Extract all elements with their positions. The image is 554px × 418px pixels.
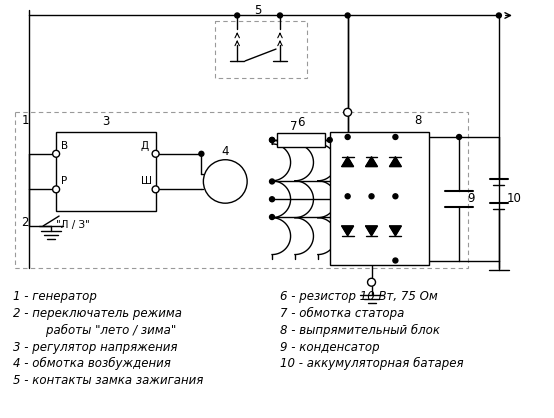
Circle shape — [53, 150, 60, 157]
Circle shape — [152, 186, 159, 193]
Bar — [56, 132, 156, 211]
Text: 8 - выпрямительный блок: 8 - выпрямительный блок — [280, 324, 440, 337]
Text: 1: 1 — [21, 114, 29, 127]
Circle shape — [53, 186, 60, 193]
Circle shape — [278, 13, 283, 18]
Text: 10: 10 — [507, 192, 522, 205]
Text: "Л / З": "Л / З" — [56, 220, 90, 230]
Circle shape — [270, 214, 275, 219]
Text: 2 - переключатель режима: 2 - переключатель режима — [13, 307, 182, 320]
Circle shape — [496, 13, 501, 18]
Circle shape — [345, 135, 350, 140]
Circle shape — [393, 194, 398, 199]
Bar — [277, 133, 325, 147]
Circle shape — [270, 138, 275, 143]
Text: 7 - обмотка статора: 7 - обмотка статора — [280, 307, 404, 320]
Polygon shape — [342, 157, 353, 167]
Circle shape — [152, 150, 159, 157]
Text: Р: Р — [61, 176, 68, 186]
Polygon shape — [366, 157, 377, 167]
Text: 9: 9 — [467, 192, 475, 205]
Bar — [16, 112, 468, 268]
Text: В: В — [61, 141, 68, 151]
Text: 2: 2 — [21, 216, 29, 229]
Text: 4: 4 — [222, 145, 229, 158]
Text: 5 - контакты замка зажигания: 5 - контакты замка зажигания — [13, 374, 204, 387]
Circle shape — [343, 108, 352, 116]
Text: 4 - обмотка возбуждения: 4 - обмотка возбуждения — [13, 357, 171, 370]
Text: Ш: Ш — [141, 176, 152, 186]
Circle shape — [270, 197, 275, 202]
Polygon shape — [389, 157, 402, 167]
Bar — [216, 21, 307, 78]
Circle shape — [393, 258, 398, 263]
Circle shape — [270, 138, 275, 143]
Text: 1 - генератор: 1 - генератор — [13, 290, 97, 303]
Text: 8: 8 — [414, 114, 422, 127]
Text: 5: 5 — [254, 5, 262, 18]
Text: работы "лето / зима": работы "лето / зима" — [31, 324, 177, 337]
Polygon shape — [366, 226, 377, 236]
Text: 7: 7 — [290, 120, 297, 133]
Text: 9 - конденсатор: 9 - конденсатор — [280, 341, 379, 354]
Circle shape — [345, 13, 350, 18]
Circle shape — [456, 135, 461, 140]
Text: 10 - аккумуляторная батарея: 10 - аккумуляторная батарея — [280, 357, 464, 370]
Bar — [330, 132, 429, 265]
Circle shape — [270, 179, 275, 184]
Circle shape — [393, 135, 398, 140]
Text: 6 - резистор 10 Вт, 75 Ом: 6 - резистор 10 Вт, 75 Ом — [280, 290, 438, 303]
Text: 6: 6 — [297, 116, 305, 129]
Circle shape — [367, 278, 376, 286]
Text: 3 - регулятор напряжения: 3 - регулятор напряжения — [13, 341, 178, 354]
Circle shape — [235, 13, 240, 18]
Circle shape — [327, 138, 332, 143]
Polygon shape — [342, 226, 353, 236]
Circle shape — [369, 194, 374, 199]
Text: Д: Д — [141, 141, 149, 151]
Text: 3: 3 — [102, 115, 110, 128]
Polygon shape — [389, 226, 402, 236]
Circle shape — [345, 194, 350, 199]
Circle shape — [203, 160, 247, 203]
Circle shape — [199, 151, 204, 156]
